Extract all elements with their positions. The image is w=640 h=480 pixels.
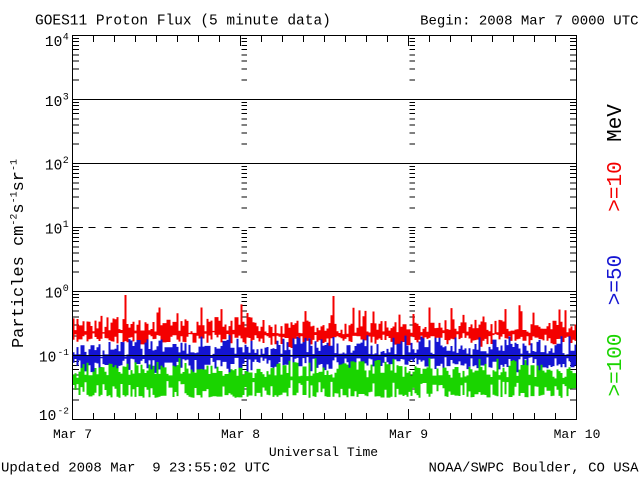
svg-text:1: 1 bbox=[63, 220, 69, 231]
svg-text:>=50: >=50 bbox=[605, 255, 628, 305]
svg-text:-2: -2 bbox=[58, 405, 70, 416]
svg-text:MeV: MeV bbox=[605, 104, 628, 142]
svg-text:0: 0 bbox=[63, 284, 69, 295]
svg-text:-1: -1 bbox=[58, 347, 70, 358]
svg-text:3: 3 bbox=[63, 92, 69, 103]
svg-text:10: 10 bbox=[39, 350, 56, 366]
svg-text:10: 10 bbox=[45, 159, 62, 175]
svg-text:10: 10 bbox=[45, 222, 62, 238]
svg-text:Mar 9: Mar 9 bbox=[389, 427, 428, 442]
svg-text:4: 4 bbox=[63, 32, 69, 43]
svg-text:10: 10 bbox=[39, 409, 56, 425]
svg-text:10: 10 bbox=[45, 286, 62, 302]
svg-text:Mar 7: Mar 7 bbox=[53, 427, 92, 442]
svg-text:Universal Time: Universal Time bbox=[269, 445, 378, 460]
svg-text:Mar 8: Mar 8 bbox=[221, 427, 260, 442]
svg-text:Updated 2008 Mar 9 23:55:02 U: Updated 2008 Mar 9 23:55:02 UTC bbox=[1, 461, 270, 477]
svg-text:Particles cm-2s-1sr-1: Particles cm-2s-1sr-1 bbox=[10, 159, 30, 348]
svg-text:GOES11 Proton Flux (5 minute d: GOES11 Proton Flux (5 minute data) bbox=[35, 14, 331, 30]
svg-text:10: 10 bbox=[45, 35, 62, 51]
svg-text:Begin: 2008 Mar 7 0000 UTC: Begin: 2008 Mar 7 0000 UTC bbox=[420, 14, 638, 30]
svg-text:>=100: >=100 bbox=[605, 333, 628, 396]
svg-text:NOAA/SWPC Boulder, CO USA: NOAA/SWPC Boulder, CO USA bbox=[428, 461, 639, 477]
svg-text:Mar 10: Mar 10 bbox=[554, 427, 601, 442]
svg-text:10: 10 bbox=[45, 95, 62, 111]
svg-text:2: 2 bbox=[63, 156, 69, 167]
svg-text:>=10: >=10 bbox=[605, 161, 628, 211]
